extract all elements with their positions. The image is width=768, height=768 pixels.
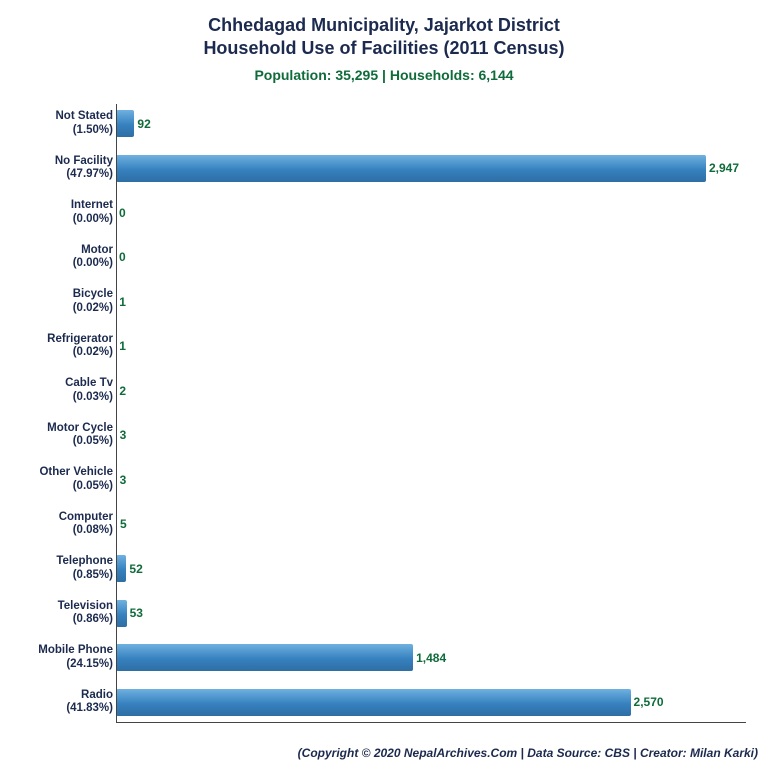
bar-value-label: 3 [120,473,127,487]
bar-row: Other Vehicle(0.05%) 3 [0,466,758,493]
bar-value-label: 53 [130,606,143,620]
bar-row: Internet(0.00%)0 [0,199,758,226]
y-label-line1: Not Stated [0,110,113,123]
bar-value-label: 5 [120,517,127,531]
bar-track: 1 [116,288,758,315]
bar-track: 1,484 [116,644,758,671]
y-axis-label: Motor Cycle(0.05%) [0,422,116,448]
bar-track: 5 [116,511,758,538]
y-axis-label: Internet(0.00%) [0,199,116,225]
bar [116,689,631,716]
bar-track: 2,947 [116,155,758,182]
bar-track: 3 [116,466,758,493]
y-label-line2: (1.50%) [0,124,113,137]
y-axis-label: Mobile Phone(24.15%) [0,644,116,670]
y-label-line1: Cable Tv [0,377,113,390]
title-line-2: Household Use of Facilities (2011 Census… [0,37,768,60]
bar-row: Radio(41.83%) 2,570 [0,689,758,716]
bar-track: 0 [116,244,758,271]
bar-row: Mobile Phone(24.15%) 1,484 [0,644,758,671]
y-axis-label: Cable Tv(0.03%) [0,377,116,403]
y-label-line1: Motor Cycle [0,422,113,435]
chart-footer: (Copyright © 2020 NepalArchives.Com | Da… [298,746,758,760]
y-label-line1: Other Vehicle [0,466,113,479]
y-label-line2: (0.02%) [0,302,113,315]
bar-value-label: 2,570 [634,695,664,709]
bar-value-label: 0 [119,250,126,264]
y-axis-line [116,104,117,722]
bar-track: 52 [116,555,758,582]
y-label-line2: (0.05%) [0,480,113,493]
bar-track: 3 [116,422,758,449]
bar-value-label: 1 [119,295,126,309]
bar-track: 0 [116,199,758,226]
y-axis-label: Television(0.86%) [0,600,116,626]
y-axis-label: Bicycle(0.02%) [0,288,116,314]
y-label-line2: (0.03%) [0,391,113,404]
y-label-line2: (0.05%) [0,435,113,448]
bar [116,110,134,137]
bar-track: 2,570 [116,689,758,716]
y-axis-label: Other Vehicle(0.05%) [0,466,116,492]
bar-row: Not Stated(1.50%) 92 [0,110,758,137]
bar-track: 53 [116,600,758,627]
y-axis-label: Telephone(0.85%) [0,555,116,581]
y-axis-label: Motor(0.00%) [0,244,116,270]
bar-row: No Facility(47.97%) 2,947 [0,155,758,182]
bar-value-label: 1 [119,339,126,353]
bar-row: Motor Cycle(0.05%) 3 [0,422,758,449]
bar [116,600,127,627]
y-axis-label: Not Stated(1.50%) [0,110,116,136]
bar-track: 92 [116,110,758,137]
y-label-line1: Television [0,600,113,613]
y-label-line1: Telephone [0,555,113,568]
title-line-1: Chhedagad Municipality, Jajarkot Distric… [0,14,768,37]
bar [116,644,413,671]
y-label-line1: Bicycle [0,288,113,301]
bar-row: Bicycle(0.02%)1 [0,288,758,315]
y-label-line2: (24.15%) [0,658,113,671]
y-axis-label: Computer(0.08%) [0,511,116,537]
bar-row: Cable Tv(0.03%)2 [0,377,758,404]
y-axis-label: Radio(41.83%) [0,689,116,715]
bar-value-label: 2 [119,384,126,398]
y-label-line1: Radio [0,689,113,702]
bar-value-label: 3 [120,428,127,442]
bar-row: Telephone(0.85%) 52 [0,555,758,582]
bar-row: Computer(0.08%) 5 [0,511,758,538]
y-label-line2: (0.08%) [0,524,113,537]
y-label-line2: (0.00%) [0,213,113,226]
y-label-line2: (0.02%) [0,346,113,359]
y-label-line2: (0.86%) [0,613,113,626]
bar-row: Motor(0.00%)0 [0,244,758,271]
bar-value-label: 92 [137,117,150,131]
y-label-line1: Motor [0,244,113,257]
y-label-line1: Internet [0,199,113,212]
chart-subtitle: Population: 35,295 | Households: 6,144 [0,67,768,83]
bar-track: 2 [116,377,758,404]
y-label-line1: Mobile Phone [0,644,113,657]
bar-value-label: 1,484 [416,651,446,665]
bar-value-label: 52 [129,562,142,576]
y-label-line2: (0.85%) [0,569,113,582]
bar-track: 1 [116,333,758,360]
bar-row: Refrigerator(0.02%)1 [0,333,758,360]
bar-value-label: 2,947 [709,161,739,175]
y-axis-label: Refrigerator(0.02%) [0,333,116,359]
bar [116,555,126,582]
y-axis-label: No Facility(47.97%) [0,155,116,181]
y-label-line1: Computer [0,511,113,524]
y-label-line2: (0.00%) [0,257,113,270]
x-axis-line [116,722,746,723]
chart-plot-area: Not Stated(1.50%) 92 No Facility(47.97%) 2,… [0,110,768,742]
y-label-line1: No Facility [0,155,113,168]
y-label-line2: (41.83%) [0,702,113,715]
bar-row: Television(0.86%) 53 [0,600,758,627]
y-label-line2: (47.97%) [0,168,113,181]
bar [116,155,706,182]
chart-title: Chhedagad Municipality, Jajarkot Distric… [0,0,768,59]
bar-value-label: 0 [119,206,126,220]
y-label-line1: Refrigerator [0,333,113,346]
